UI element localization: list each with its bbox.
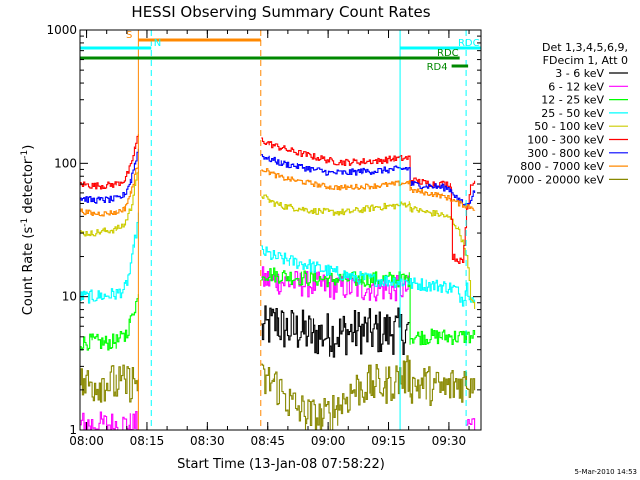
x-tick-label: 09:30 <box>432 434 467 448</box>
flag-label-rd4: RD4 <box>427 62 448 73</box>
axes: 08:00 08:15 08:30 08:45 09:00 09:15 09:30 1 10 10… <box>46 23 482 448</box>
legend: Det 1,3,4,5,6,9, FDecim 1, Att 0 3 - 6 k… <box>506 41 628 186</box>
legend-label-12-25-kev: 12 - 25 keV <box>541 94 604 107</box>
flag-label-n: N <box>154 38 161 49</box>
x-axis-label: Start Time (13-Jan-08 07:58:22) <box>177 457 385 472</box>
x-tick-label: 08:15 <box>130 434 165 448</box>
y-tick-label: 1 <box>69 423 77 437</box>
y-tick-label: 100 <box>54 156 77 170</box>
series-line-3-6-kev <box>261 305 410 358</box>
legend-label-25-50-kev: 25 - 50 keV <box>541 107 604 120</box>
series-line-800-7000-kev <box>80 162 476 217</box>
legend-label-50-100-kev: 50 - 100 keV <box>534 120 604 133</box>
x-tick-label: 08:30 <box>190 434 225 448</box>
series-line-25-50-kev <box>80 212 476 307</box>
legend-label-6-12-kev: 6 - 12 keV <box>548 80 604 93</box>
flag-label-rdc: RDC <box>437 48 459 59</box>
legend-header-line-2: FDecim 1, Att 0 <box>543 54 628 67</box>
flag-label-rdc: RDC <box>458 38 480 49</box>
series-line-300-800-kev <box>80 148 476 208</box>
series-line-7000-20000-kev <box>80 355 476 430</box>
y-tick-label: 10 <box>62 290 77 304</box>
legend-header-line-1: Det 1,3,4,5,6,9, <box>542 41 628 54</box>
legend-label-3-6-kev: 3 - 6 keV <box>555 67 604 80</box>
legend-label-800-7000-kev: 800 - 7000 keV <box>520 160 604 173</box>
generated-timestamp: 5-Mar-2010 14:53 <box>575 468 637 476</box>
series-line-6-12-kev <box>80 266 476 430</box>
x-tick-label: 08:00 <box>69 434 104 448</box>
series-line-100-300-kev <box>80 134 476 265</box>
chart-title: HESSI Observing Summary Count Rates <box>131 3 430 21</box>
plot-inner <box>80 30 476 430</box>
x-tick-label: 09:15 <box>371 434 406 448</box>
flag-label-s: S <box>126 30 132 41</box>
x-tick-label: 08:45 <box>250 434 285 448</box>
legend-label-300-800-kev: 300 - 800 keV <box>527 147 604 160</box>
legend-label-7000-20000-kev: 7000 - 20000 keV <box>506 173 604 186</box>
x-tick-label: 09:00 <box>311 434 346 448</box>
legend-label-100-300-kev: 100 - 300 keV <box>527 134 604 147</box>
y-tick-label: 1000 <box>46 23 77 37</box>
series-line-50-100-kev <box>80 170 476 309</box>
series-line-12-25-kev <box>80 267 476 351</box>
y-axis-label: Count Rate (s-1 detector-1) <box>20 145 36 316</box>
plot-frame <box>79 29 482 431</box>
